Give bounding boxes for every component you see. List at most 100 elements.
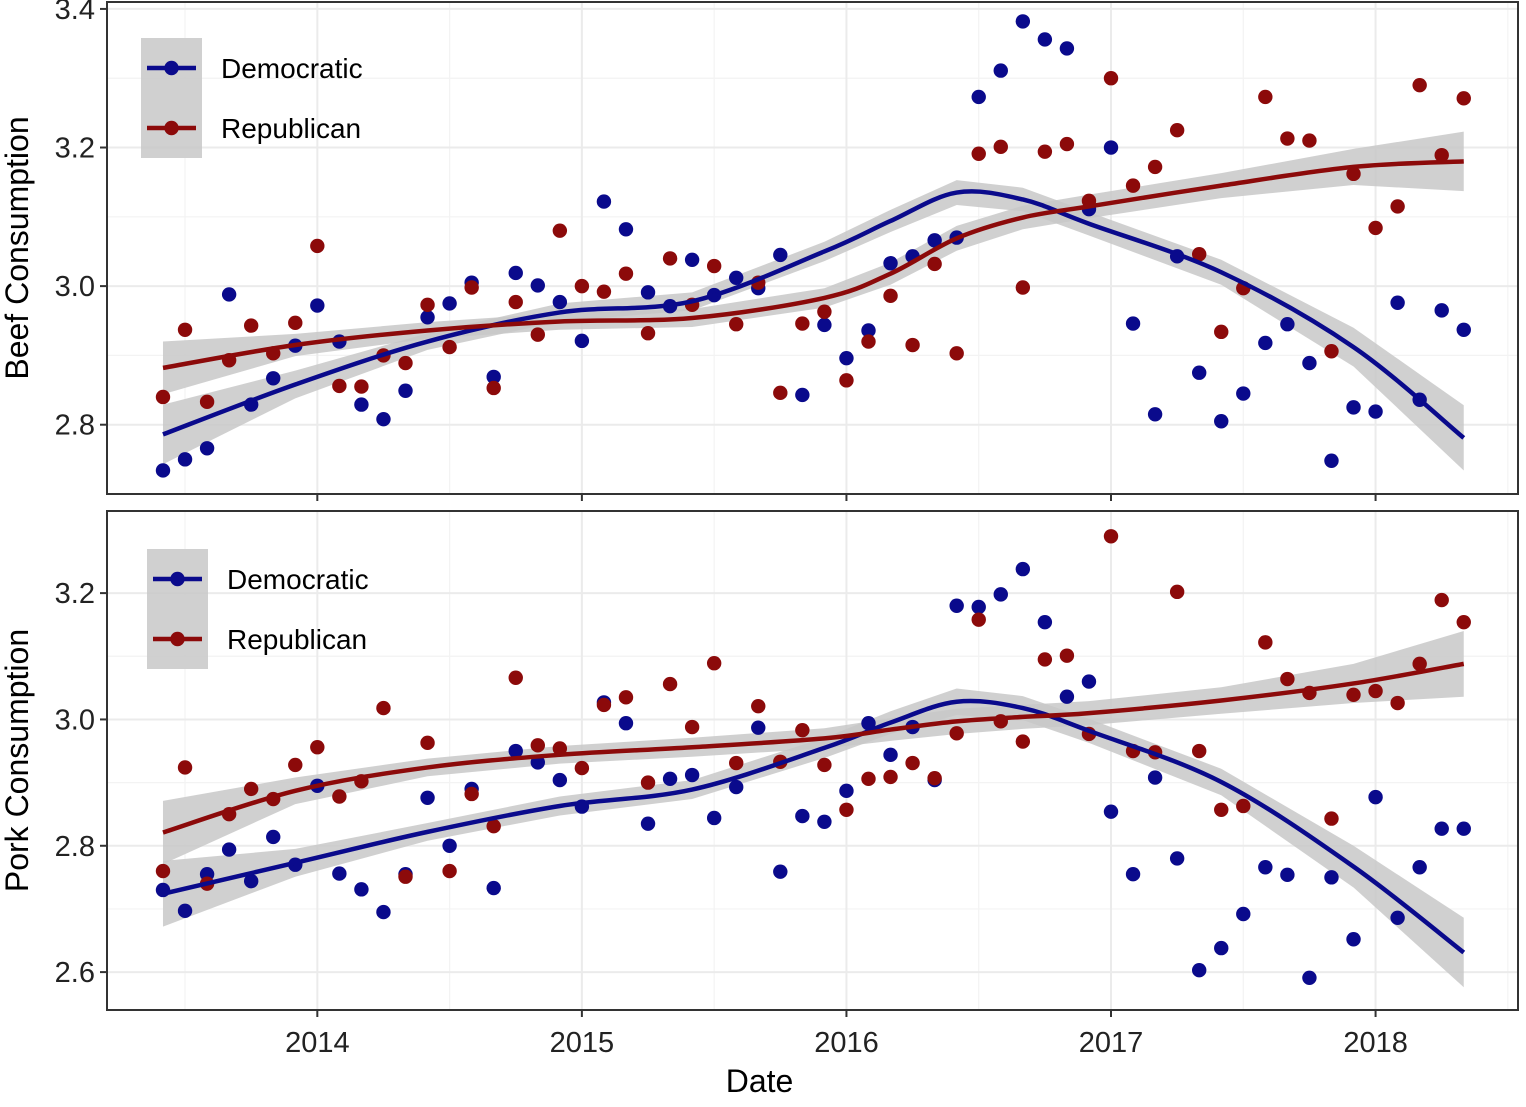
y-tick-label: 3.0 bbox=[55, 704, 95, 736]
data-point-democratic bbox=[618, 716, 634, 731]
x-tick-label: 2015 bbox=[550, 1027, 615, 1059]
trend-line-republican bbox=[162, 159, 1464, 371]
data-point-democratic bbox=[1280, 317, 1295, 332]
data-point-democratic bbox=[684, 252, 700, 267]
data-point-democratic bbox=[1346, 932, 1361, 947]
data-point-republican bbox=[795, 722, 810, 738]
data-point-democratic bbox=[1412, 860, 1427, 875]
data-point-democratic bbox=[155, 463, 171, 478]
data-point-republican bbox=[706, 656, 722, 671]
data-point-republican bbox=[662, 251, 678, 266]
x-tick-label: 2017 bbox=[1079, 1027, 1144, 1059]
data-point-republican bbox=[1258, 635, 1273, 650]
data-point-republican bbox=[1103, 529, 1119, 544]
data-point-republican bbox=[1324, 811, 1339, 826]
data-point-republican bbox=[640, 775, 656, 790]
legend-key-point bbox=[164, 120, 179, 136]
data-point-democratic bbox=[1103, 804, 1119, 819]
data-point-democratic bbox=[310, 298, 325, 313]
data-point-democratic bbox=[773, 864, 788, 879]
data-point-republican bbox=[486, 818, 501, 834]
data-point-republican bbox=[1214, 802, 1229, 817]
data-point-republican bbox=[1037, 652, 1053, 667]
data-point-democratic bbox=[1280, 867, 1295, 883]
data-point-republican bbox=[508, 294, 523, 310]
data-point-democratic bbox=[1191, 963, 1207, 978]
data-point-democratic bbox=[1346, 400, 1361, 415]
data-point-republican bbox=[729, 317, 744, 332]
data-point-democratic bbox=[376, 904, 391, 920]
data-point-republican bbox=[530, 738, 545, 753]
data-point-democratic bbox=[243, 873, 259, 889]
data-point-republican bbox=[1147, 159, 1163, 175]
data-point-democratic bbox=[751, 720, 766, 735]
data-point-republican bbox=[310, 740, 325, 755]
data-point-democratic bbox=[817, 317, 832, 333]
data-point-republican bbox=[993, 139, 1008, 155]
data-point-democratic bbox=[486, 369, 501, 385]
data-point-republican bbox=[420, 735, 435, 751]
data-point-republican bbox=[729, 755, 744, 771]
data-point-republican bbox=[530, 327, 545, 342]
data-point-democratic bbox=[508, 743, 523, 759]
data-point-republican bbox=[310, 238, 325, 254]
data-point-republican bbox=[332, 789, 347, 804]
data-point-democratic bbox=[1434, 303, 1449, 318]
data-point-republican bbox=[464, 280, 479, 295]
data-point-republican bbox=[839, 373, 854, 388]
data-point-republican bbox=[155, 863, 171, 879]
data-point-republican bbox=[949, 726, 964, 741]
data-point-republican bbox=[795, 316, 810, 331]
data-point-republican bbox=[861, 334, 876, 349]
data-point-republican bbox=[442, 863, 457, 879]
y-tick-label: 3.2 bbox=[55, 578, 95, 610]
y-axis-title: Pork Consumption bbox=[0, 629, 35, 892]
data-point-democratic bbox=[155, 882, 171, 898]
data-point-republican bbox=[288, 315, 303, 331]
data-point-republican bbox=[1368, 220, 1383, 236]
data-point-democratic bbox=[949, 598, 964, 613]
data-point-republican bbox=[442, 339, 457, 355]
data-point-democratic bbox=[596, 194, 612, 209]
data-point-democratic bbox=[817, 814, 832, 829]
data-point-republican bbox=[177, 322, 193, 337]
trend-line-democratic bbox=[162, 698, 1466, 955]
data-point-democratic bbox=[1191, 365, 1207, 380]
data-point-republican bbox=[817, 304, 832, 319]
legend: Democratic Republican bbox=[147, 549, 369, 669]
data-point-democratic bbox=[574, 333, 590, 349]
data-point-democratic bbox=[199, 441, 215, 456]
panel-bottom: 2.6 2.8 3.0 3.2 2014 2015 2016 2017 2018 Date Pork… bbox=[0, 510, 1519, 1099]
data-point-democratic bbox=[1103, 140, 1119, 155]
data-point-republican bbox=[1412, 77, 1427, 93]
data-point-republican bbox=[574, 278, 590, 294]
y-tick-label: 3.0 bbox=[55, 271, 95, 303]
data-point-democratic bbox=[1037, 32, 1053, 47]
data-point-democratic bbox=[1125, 866, 1141, 882]
data-point-democratic bbox=[706, 810, 722, 826]
legend: Democratic Republican bbox=[141, 38, 363, 158]
data-point-democratic bbox=[354, 882, 369, 897]
x-tick-label: 2016 bbox=[814, 1027, 879, 1059]
data-point-democratic bbox=[1324, 870, 1339, 885]
data-point-republican bbox=[1390, 199, 1405, 214]
legend-label-republican: Republican bbox=[227, 624, 367, 655]
legend-key-point bbox=[164, 60, 179, 76]
data-point-republican bbox=[971, 146, 986, 161]
data-point-republican bbox=[1125, 178, 1141, 193]
data-point-republican bbox=[464, 786, 479, 802]
data-point-republican bbox=[508, 670, 523, 685]
data-point-democratic bbox=[993, 63, 1008, 78]
data-point-democratic bbox=[1236, 906, 1251, 922]
data-point-republican bbox=[1191, 247, 1207, 262]
data-point-republican bbox=[199, 394, 215, 410]
data-point-democratic bbox=[1456, 821, 1471, 836]
data-point-democratic bbox=[883, 747, 898, 763]
data-point-democratic bbox=[420, 790, 435, 805]
data-point-democratic bbox=[684, 767, 700, 783]
y-axis-title: Beef Consumption bbox=[0, 116, 35, 379]
legend-label-democratic: Democratic bbox=[227, 564, 369, 595]
legend-label-democratic: Democratic bbox=[221, 53, 363, 84]
data-point-democratic bbox=[927, 233, 942, 248]
